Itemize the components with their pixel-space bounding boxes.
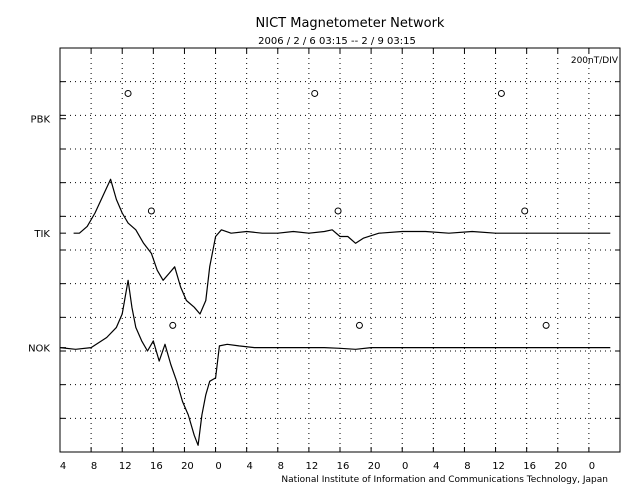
station-marker [334, 207, 342, 215]
x-tick-label: 16 [523, 461, 536, 472]
x-tick-label: 8 [91, 461, 97, 472]
x-tick-label: 12 [119, 461, 132, 472]
station-marker [521, 207, 529, 215]
x-tick-label: 12 [306, 461, 319, 472]
x-tick-label: 12 [492, 461, 505, 472]
station-marker [542, 321, 550, 329]
x-tick-label: 4 [433, 461, 439, 472]
x-tick-labels: 4 8 12 16 20 0 4 8 12 16 20 0 4 8 12 16 20 0 [60, 461, 595, 472]
chart-title: NICT Magnetometer Network [256, 16, 445, 31]
station-label-tik: TIK [33, 229, 50, 240]
x-tick-label: 20 [368, 461, 381, 472]
station-trace-nok [59, 279, 611, 446]
station-trace-tik [73, 178, 611, 315]
chart-subtitle: 2006 / 2 / 6 03:15 -- 2 / 9 03:15 [258, 36, 416, 47]
x-tick-label: 0 [589, 461, 595, 472]
x-tick-label: 0 [215, 461, 221, 472]
x-tick-label: 4 [246, 461, 252, 472]
x-tick-label: 4 [60, 461, 66, 472]
station-marker [147, 207, 155, 215]
plot-frame [59, 47, 621, 453]
x-tick-label: 8 [278, 461, 284, 472]
x-tick-label: 16 [150, 461, 163, 472]
scale-label: 200nT/DIV [571, 56, 619, 66]
grid [60, 48, 620, 452]
x-tick-label: 16 [337, 461, 350, 472]
station-label-nok: NOK [28, 344, 50, 355]
station-marker [169, 321, 177, 329]
station-marker [124, 89, 132, 97]
credit-text: National Institute of Information and Co… [281, 475, 608, 485]
x-tick-label: 20 [554, 461, 567, 472]
station-marker [355, 321, 363, 329]
station-label-pbk: PBK [31, 115, 51, 126]
station-marker [497, 89, 505, 97]
stations: PBK TIK NOK [28, 89, 611, 446]
x-tick-label: 20 [181, 461, 194, 472]
station-marker [311, 89, 319, 97]
x-tick-label: 8 [464, 461, 470, 472]
x-tick-label: 0 [402, 461, 408, 472]
tick-marks [60, 48, 620, 452]
